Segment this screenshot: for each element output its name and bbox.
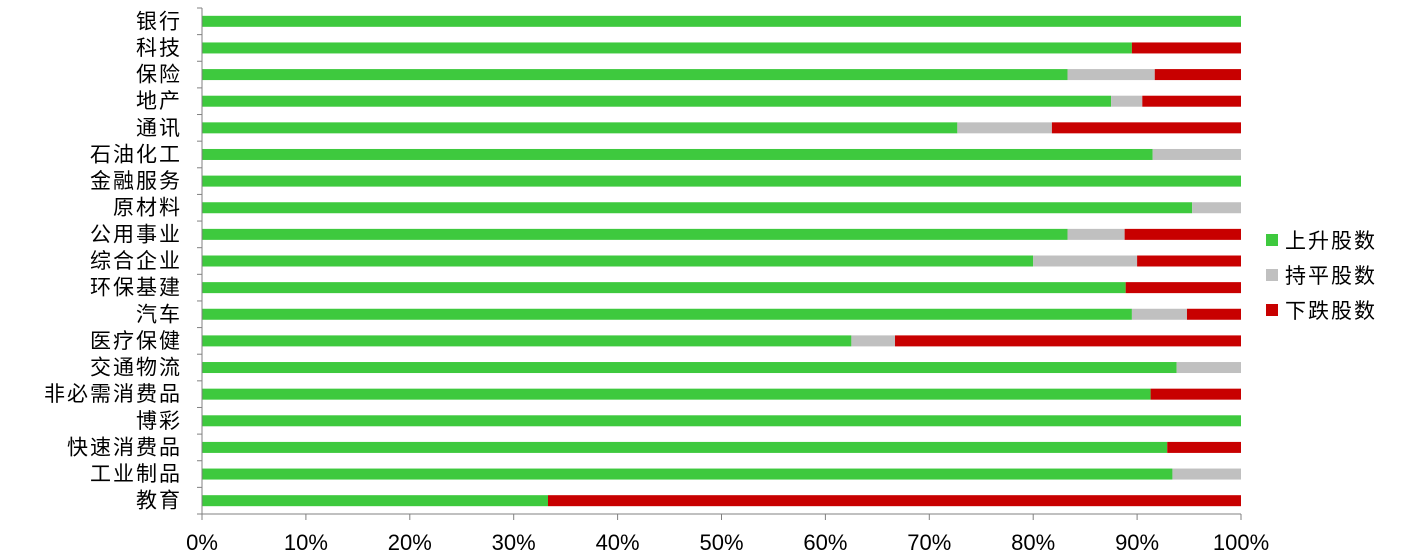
bar-flat-17 — [1172, 468, 1241, 480]
bar-up-15 — [202, 415, 1241, 427]
bar-up-14 — [202, 388, 1151, 400]
bar-up-16 — [202, 441, 1168, 453]
legend-label-0: 上升股数 — [1285, 229, 1377, 253]
bar-flat-11 — [1131, 308, 1187, 320]
bar-up-3 — [202, 95, 1112, 107]
category-label: 科技 — [136, 36, 182, 60]
x-tick-labels: 0% 10% 20% 30% 40% 50% 60% 70% 80% 90% 100% — [186, 530, 1269, 555]
bar-up-5 — [202, 148, 1153, 160]
bar-down-10 — [1125, 282, 1241, 294]
bar-up-7 — [202, 202, 1193, 214]
bar-flat-7 — [1192, 202, 1241, 214]
bar-down-8 — [1124, 228, 1241, 240]
bar-up-9 — [202, 255, 1034, 267]
bar-down-12 — [895, 335, 1241, 347]
bar-up-13 — [202, 362, 1177, 374]
bar-flat-2 — [1067, 69, 1155, 81]
bar-flat-4 — [957, 122, 1052, 134]
bar-down-11 — [1186, 308, 1241, 320]
bar-up-17 — [202, 468, 1173, 480]
legend-label-1: 持平股数 — [1285, 264, 1377, 288]
bar-up-8 — [202, 228, 1068, 240]
category-label: 金融服务 — [90, 169, 182, 193]
bar-down-3 — [1142, 95, 1241, 107]
bar-up-0 — [202, 15, 1241, 27]
bar-up-6 — [202, 175, 1241, 187]
category-label: 通讯 — [136, 116, 182, 140]
bar-down-4 — [1051, 122, 1241, 134]
category-label: 保险 — [136, 63, 182, 87]
bar-flat-12 — [851, 335, 896, 347]
x-tick-label: 80% — [1011, 530, 1055, 555]
bar-flat-5 — [1152, 148, 1241, 160]
x-tick-label: 70% — [907, 530, 951, 555]
x-tick-label: 60% — [803, 530, 847, 555]
category-label: 石油化工 — [90, 142, 182, 166]
category-label: 教育 — [136, 489, 182, 513]
bar-up-2 — [202, 69, 1068, 81]
bar-down-2 — [1154, 69, 1241, 81]
bar-up-1 — [202, 42, 1132, 54]
bar-flat-9 — [1033, 255, 1138, 267]
category-labels: 银行科技保险地产通讯石油化工金融服务原材料公用事业综合企业环保基建汽车医疗保健交… — [44, 9, 182, 513]
legend-swatch-2 — [1266, 304, 1278, 316]
bar-up-18 — [202, 495, 548, 507]
x-tick-label: 30% — [492, 530, 536, 555]
category-label: 地产 — [136, 89, 182, 113]
bar-up-11 — [202, 308, 1132, 320]
bar-down-9 — [1137, 255, 1241, 267]
bar-up-4 — [202, 122, 958, 134]
bar-flat-3 — [1111, 95, 1143, 107]
bar-up-10 — [202, 282, 1126, 294]
x-tick-label: 50% — [699, 530, 743, 555]
bar-down-1 — [1131, 42, 1241, 54]
x-tick-label: 90% — [1115, 530, 1159, 555]
bars-layer — [202, 15, 1241, 507]
category-label: 交通物流 — [90, 356, 182, 380]
bar-up-12 — [202, 335, 852, 347]
category-label: 快速消费品 — [67, 435, 182, 459]
category-label: 环保基建 — [90, 276, 182, 300]
legend-swatch-0 — [1266, 234, 1278, 246]
axes-layer — [197, 7, 1242, 520]
x-tick-label: 20% — [388, 530, 432, 555]
category-label: 汽车 — [136, 302, 182, 326]
x-tick-label: 0% — [186, 530, 218, 555]
category-label: 原材料 — [113, 196, 182, 220]
bar-flat-8 — [1067, 228, 1125, 240]
category-label: 医疗保健 — [90, 329, 182, 353]
bar-down-14 — [1150, 388, 1241, 400]
category-label: 综合企业 — [90, 249, 182, 273]
category-label: 非必需消费品 — [44, 382, 182, 406]
legend-label-2: 下跌股数 — [1285, 299, 1377, 323]
bar-flat-13 — [1176, 362, 1241, 374]
bar-down-16 — [1167, 441, 1241, 453]
bar-down-18 — [547, 495, 1241, 507]
category-label: 工业制品 — [90, 462, 182, 486]
x-tick-label: 40% — [596, 530, 640, 555]
x-tick-label: 100% — [1213, 530, 1269, 555]
category-label: 博彩 — [136, 409, 182, 433]
category-label: 公用事业 — [90, 222, 182, 246]
legend-swatch-1 — [1266, 269, 1278, 281]
category-label: 银行 — [136, 9, 182, 33]
x-tick-label: 10% — [284, 530, 328, 555]
